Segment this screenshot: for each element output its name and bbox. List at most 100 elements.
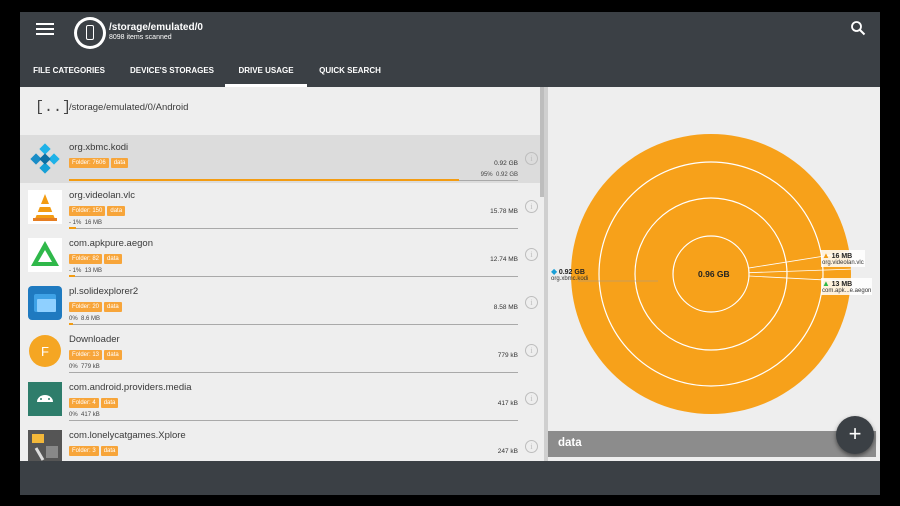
folder-count-badge: Folder: 150 — [69, 206, 106, 216]
item-name: com.android.providers.media — [69, 382, 192, 393]
kodi-small-icon: ◆ — [551, 267, 558, 276]
list-item[interactable]: com.android.providers.media Folder: 4 data… — [20, 375, 540, 423]
chart-label-vlc[interactable]: ▲ 16 MB org.videolan.vlc — [821, 250, 865, 267]
chart-label-aegon[interactable]: ▲ 13 MB com.apk...e.aegon — [821, 278, 873, 295]
item-usage-percent: 95% 0.92 GB — [480, 172, 518, 178]
chart-ring-line — [634, 197, 788, 351]
item-usage-percent: 0% 417 kB — [69, 412, 100, 418]
current-path-title: /storage/emulated/0 — [109, 22, 203, 33]
list-item[interactable]: org.xbmc.kodi Folder: 7606 data 0.92 GB 95% … — [20, 135, 540, 183]
parent-directory-row[interactable]: [..] /storage/emulated/0/Android — [20, 87, 540, 133]
vlc-icon — [28, 190, 62, 224]
chart-label-kodi[interactable]: ◆ 0.92 GB org.xbmc.kodi — [551, 267, 588, 282]
drive-usage-chart: 0.96 GB ◆ 0.92 GB org.xbmc.kodi ▲ 16 MB … — [548, 87, 880, 461]
app-screen: /storage/emulated/0 8098 items scanned F… — [20, 12, 880, 495]
list-item[interactable]: F Downloader Folder: 13 data 779 kB 0% 779 kB… — [20, 327, 540, 375]
chart-label-kodi-name: org.xbmc.kodi — [551, 276, 589, 282]
tab-quick-search[interactable]: QUICK SEARCH — [319, 66, 381, 75]
item-size: 12.74 MB — [490, 256, 518, 263]
list-item[interactable]: pl.solidexplorer2 Folder: 20 data 8.58 MB 0%… — [20, 279, 540, 327]
top-app-bar: /storage/emulated/0 8098 items scanned F… — [20, 12, 880, 87]
folder-count-badge: Folder: 7606 — [69, 158, 109, 168]
tab-bar: FILE CATEGORIES DEVICE'S STORAGES DRIVE … — [20, 62, 880, 87]
item-tags: Folder: 82 data — [69, 254, 124, 265]
item-tags: Folder: 20 data — [69, 302, 124, 313]
item-size: 0.92 GB — [494, 160, 518, 167]
item-name: pl.solidexplorer2 — [69, 286, 139, 297]
tab-drive-usage[interactable]: DRIVE USAGE — [225, 62, 307, 87]
info-icon[interactable]: i — [525, 344, 538, 357]
item-size: 8.58 MB — [493, 304, 518, 311]
item-name: com.lonelycatgames.Xplore — [69, 430, 186, 441]
data-badge: data — [104, 302, 122, 312]
item-usage-percent: 0% 8.6 MB — [69, 316, 101, 322]
info-icon[interactable]: i — [525, 296, 538, 309]
data-badge: data — [107, 206, 126, 216]
chart-outer-ring[interactable] — [571, 134, 851, 414]
folder-count-badge: Folder: 20 — [69, 302, 103, 312]
folder-count-badge: Folder: 82 — [69, 254, 103, 264]
apkpure-small-icon: ▲ — [822, 279, 830, 288]
items-scanned-count: 8098 items scanned — [109, 34, 172, 41]
list-item[interactable]: org.videolan.vlc Folder: 150 data 15.78 MB -… — [20, 183, 540, 231]
info-icon[interactable]: i — [525, 248, 538, 261]
vlc-small-icon: ▲ — [822, 251, 830, 260]
data-badge: data — [104, 350, 122, 360]
info-icon[interactable]: i — [525, 152, 538, 165]
tab-file-categories[interactable]: FILE CATEGORIES — [33, 66, 105, 75]
kodi-icon — [28, 142, 62, 176]
chart-label-aegon-name: com.apk...e.aegon — [822, 288, 872, 294]
usage-bar-fill — [69, 275, 75, 277]
usage-bar-track — [69, 228, 518, 229]
parent-folder-icon: [..] — [35, 99, 72, 116]
item-tags: Folder: 3 data — [69, 446, 120, 457]
item-size: 15.78 MB — [490, 208, 518, 215]
info-icon[interactable]: i — [525, 392, 538, 405]
plus-icon: + — [848, 421, 862, 446]
chart-ring-line — [598, 161, 824, 387]
xplore-icon — [28, 430, 62, 461]
info-icon[interactable]: i — [525, 440, 538, 453]
list-scrollbar[interactable] — [540, 87, 544, 197]
usage-bar-track — [69, 324, 518, 325]
item-usage-percent: - 1% 13 MB — [69, 268, 103, 274]
chart-center-total: 0.96 GB — [698, 269, 730, 279]
android-icon — [28, 382, 62, 416]
list-item[interactable]: com.lonelycatgames.Xplore Folder: 3 data 24… — [20, 423, 540, 461]
pane-divider — [544, 87, 548, 461]
folder-count-badge: Folder: 4 — [69, 398, 99, 408]
item-usage-percent: - 1% 16 MB — [69, 220, 103, 226]
data-badge: data — [100, 398, 119, 408]
item-name: org.xbmc.kodi — [69, 142, 129, 153]
chart-label-vlc-name: org.videolan.vlc — [822, 260, 864, 266]
apkpure-icon — [28, 238, 62, 272]
search-icon[interactable] — [850, 20, 866, 36]
info-icon[interactable]: i — [525, 200, 538, 213]
chart-label-aegon-size: 13 MB — [831, 281, 853, 288]
list-item[interactable]: com.apkpure.aegon Folder: 82 data 12.74 MB -… — [20, 231, 540, 279]
chart-label-kodi-size: 0.92 GB — [558, 269, 585, 276]
svg-text:F: F — [41, 344, 49, 359]
add-fab-button[interactable]: + — [836, 416, 874, 454]
usage-bar-fill — [69, 227, 77, 229]
tab-devices-storages[interactable]: DEVICE'S STORAGES — [130, 66, 214, 75]
data-badge: data — [104, 254, 122, 264]
item-name: com.apkpure.aegon — [69, 238, 153, 249]
chart-label-vlc-size: 16 MB — [831, 253, 853, 260]
bottom-bar — [20, 461, 880, 495]
folder-count-badge: Folder: 3 — [69, 446, 99, 456]
folder-count-badge: Folder: 13 — [69, 350, 103, 360]
item-tags: Folder: 7606 data — [69, 158, 130, 169]
usage-bar-track — [69, 372, 518, 373]
data-badge: data — [100, 446, 119, 456]
item-size: 417 kB — [497, 400, 518, 407]
chart-footer: data — [548, 431, 876, 457]
item-name: org.videolan.vlc — [69, 190, 136, 201]
downloader-icon: F — [28, 334, 62, 368]
usage-bar-track — [69, 276, 518, 277]
segment-divider — [748, 268, 851, 274]
item-usage-percent: 0% 779 kB — [69, 364, 100, 370]
data-badge: data — [110, 158, 129, 168]
hamburger-menu-icon[interactable] — [34, 20, 56, 38]
item-size: 779 kB — [497, 352, 518, 359]
